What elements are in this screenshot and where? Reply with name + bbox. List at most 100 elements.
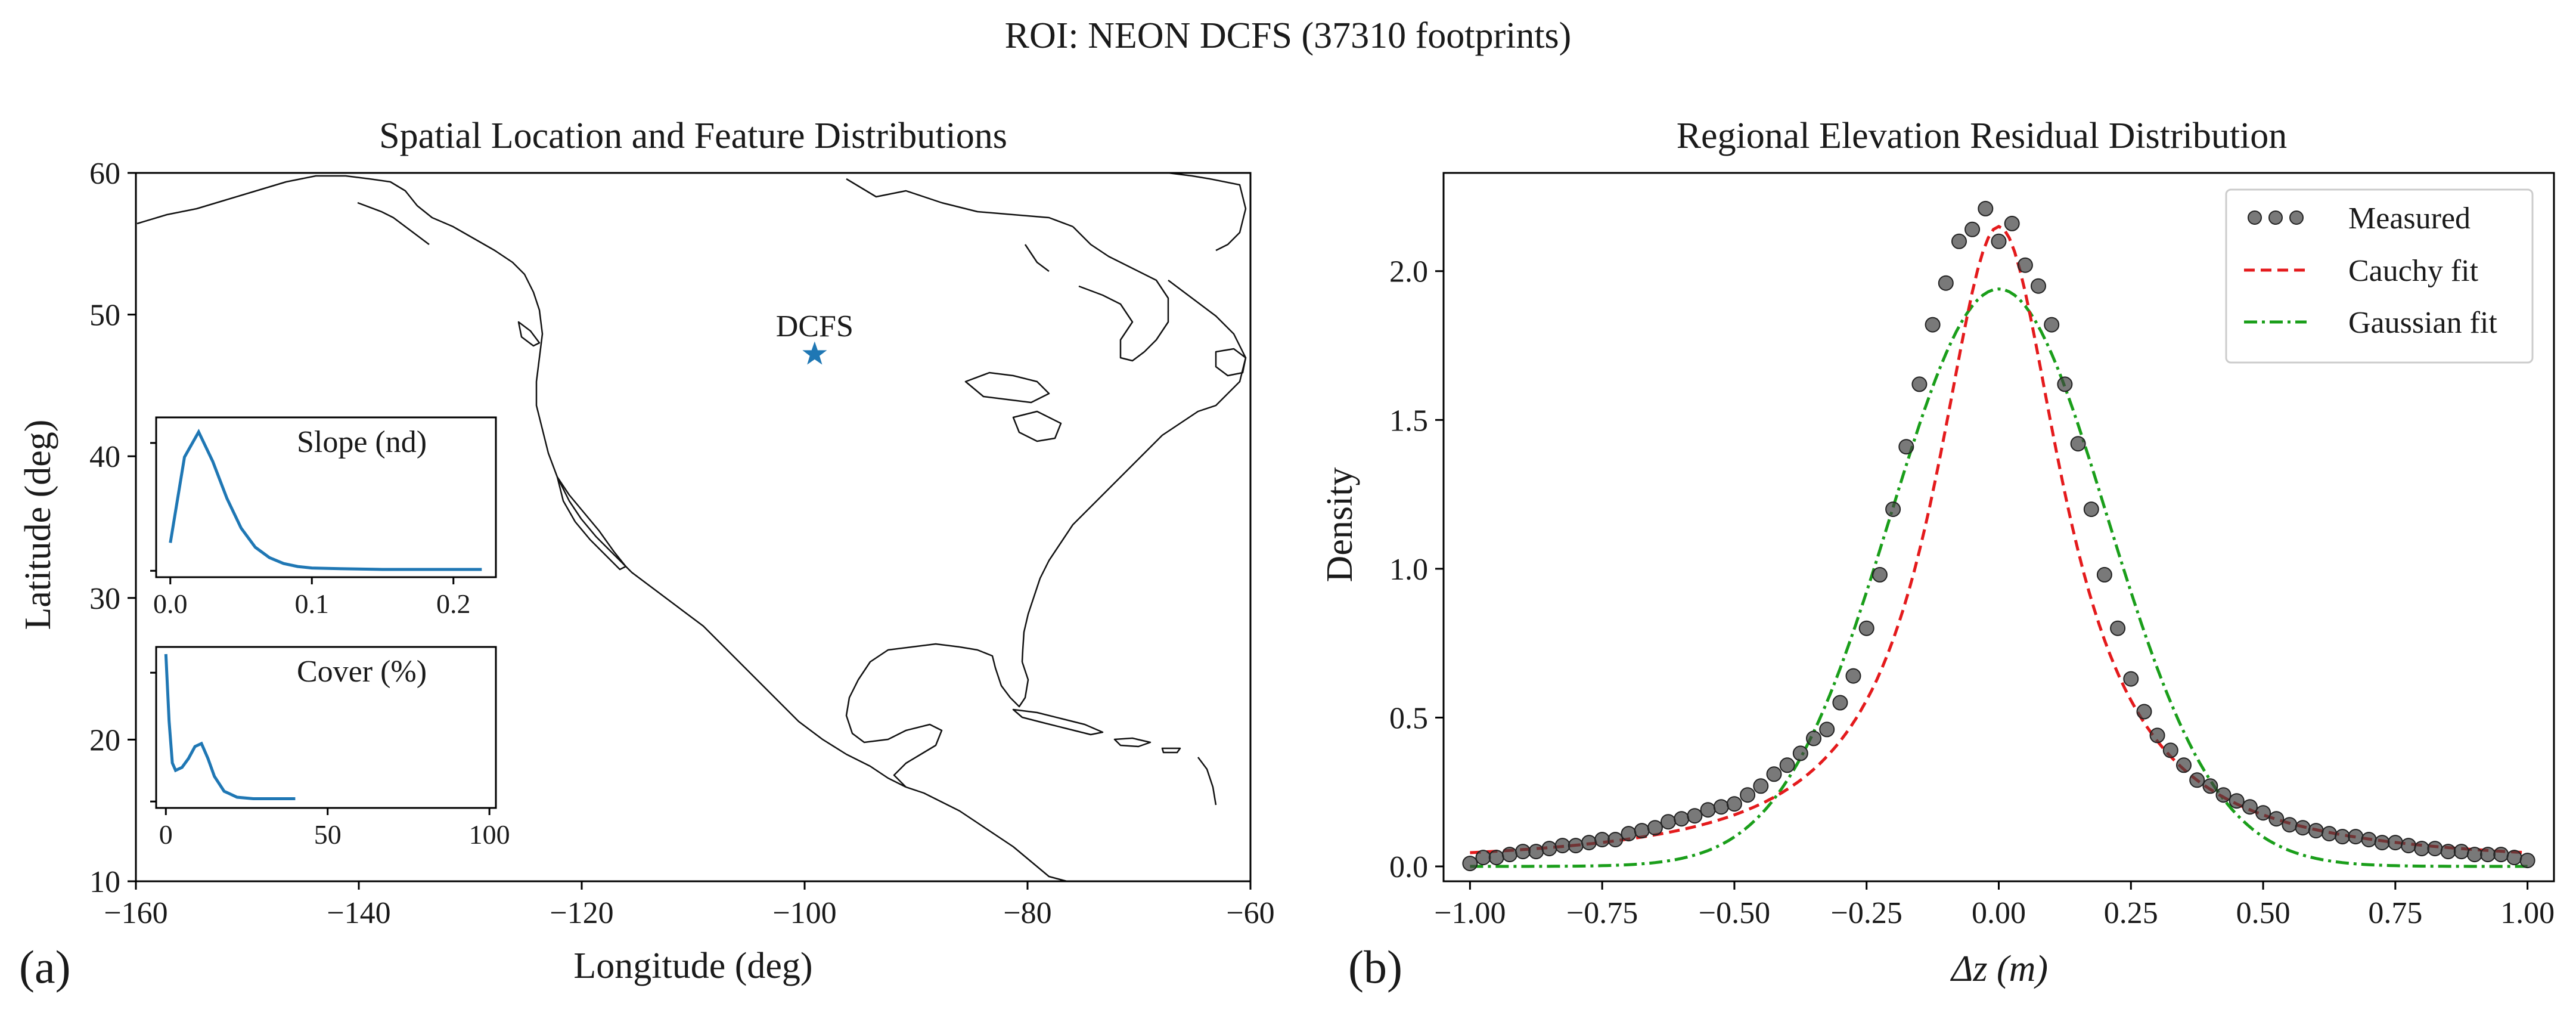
inset-cover-x-tick-label: 50 [314, 819, 342, 850]
legend-label-cauchy: Cauchy fit [2348, 254, 2479, 288]
legend-box [2225, 188, 2534, 364]
measured-point [1925, 317, 1941, 333]
measured-point [2070, 436, 2086, 452]
measured-point [2242, 799, 2258, 815]
measured-point [1647, 820, 1663, 836]
inset-cover-frame [155, 646, 497, 809]
panel-a-map: Spatial Location and Feature Distributio… [18, 116, 1275, 993]
measured-point [1515, 844, 1531, 860]
measured-point [1898, 439, 1914, 455]
measured-point [2004, 215, 2020, 231]
measured-point [2110, 620, 2126, 636]
site-star-marker [802, 341, 827, 365]
measured-point [1462, 856, 1478, 872]
inset-cover-title: Cover (%) [297, 655, 427, 689]
measured-point [1621, 826, 1637, 842]
measured-point [2440, 844, 2456, 860]
map-frame [135, 172, 1252, 882]
measured-point [2149, 727, 2165, 744]
measured-point [1766, 766, 1782, 782]
inset-slope-x-tick-label: 0.1 [295, 589, 330, 619]
legend-label-measured: Measured [2348, 202, 2471, 236]
measured-point [1713, 799, 1729, 815]
panel-a-label: (a) [19, 941, 71, 993]
measured-point [2162, 742, 2178, 758]
residual-x-tick-label: 0.50 [2236, 896, 2291, 930]
residual-y-axis-label: Density [1320, 467, 1360, 583]
measured-point [2083, 501, 2099, 518]
measured-point [1501, 847, 1517, 863]
measured-point [1607, 832, 1624, 848]
map-y-tick-label: 40 [89, 440, 120, 474]
measured-point [1872, 566, 1888, 583]
residual-y-tick-label: 2.0 [1389, 255, 1428, 289]
measured-point [2466, 847, 2482, 863]
coastline-basemap [136, 172, 1247, 882]
residual-y-tick-label: 0.5 [1389, 701, 1428, 735]
measured-point [1475, 850, 1491, 866]
map-x-tick-label: −80 [1003, 896, 1051, 930]
legend-measured-dot [2248, 210, 2262, 225]
residual-x-axis-label: Δz (m) [1950, 949, 2048, 989]
residual-x-tick-label: 0.75 [2368, 896, 2422, 930]
measured-point [1740, 787, 1756, 803]
inset-cover: 0 50 100 Cover (%) [150, 646, 510, 850]
residual-x-tick-label: −1.00 [1434, 896, 1506, 930]
measured-point [2136, 704, 2152, 720]
measured-point [2414, 841, 2430, 857]
measured-point [2361, 832, 2377, 848]
legend-entry-gaussian: Gaussian fit [2244, 306, 2497, 340]
measured-point [1845, 668, 1861, 684]
map-title: Spatial Location and Feature Distributio… [379, 116, 1007, 156]
measured-point [1978, 200, 1994, 216]
measured-point [2202, 778, 2218, 794]
measured-point [2282, 817, 2298, 833]
measured-point [1991, 233, 2007, 249]
inset-slope-title: Slope (nd) [297, 425, 427, 459]
measured-point [1528, 844, 1544, 860]
measured-point [2387, 835, 2403, 851]
residual-x-tick-label: −0.25 [1831, 896, 1902, 930]
measured-point [2506, 850, 2522, 866]
measured-point [2057, 376, 2073, 392]
map-x-tick-label: −60 [1226, 896, 1274, 930]
measured-point [2308, 823, 2324, 839]
measured-point [2189, 772, 2205, 788]
measured-point [1700, 802, 1716, 818]
measured-point [2321, 826, 2337, 842]
residual-x-tick-label: 1.00 [2500, 896, 2555, 930]
measured-point [1581, 835, 1597, 851]
map-x-tick-label: −100 [772, 896, 836, 930]
measured-point [1568, 838, 1584, 854]
map-y-tick-label: 60 [89, 157, 120, 191]
map-y-tick-label: 50 [89, 299, 120, 333]
measured-point [2096, 566, 2112, 583]
measured-point [1792, 745, 1808, 761]
figure-title: ROI: NEON DCFS (37310 footprints) [1005, 16, 1572, 56]
measured-point [2493, 847, 2509, 863]
measured-point [1753, 778, 1769, 794]
measured-point [1779, 757, 1795, 773]
measured-point [2229, 793, 2245, 809]
legend: Measured Cauchy fit Gaussian fit [2225, 188, 2534, 364]
measured-point [2044, 317, 2060, 333]
inset-slope-curve [169, 428, 482, 571]
measured-point [2268, 811, 2285, 827]
measured-point [2401, 838, 2416, 854]
inset-slope: 0.0 0.1 0.2 Slope (nd) [150, 416, 497, 619]
map-y-tick-label: 30 [89, 582, 120, 616]
residual-x-tick-label: 0.00 [1972, 896, 2026, 930]
measured-point [2017, 257, 2033, 273]
measured-point [1554, 838, 1571, 854]
map-y-tick-label: 20 [89, 723, 120, 757]
residual-y-tick-label: 1.5 [1389, 404, 1428, 438]
panel-b-label: (b) [1348, 941, 1402, 993]
measured-point [2295, 820, 2311, 836]
measured-point [2215, 787, 2232, 803]
measured-point [1488, 850, 1504, 866]
panel-b-residuals: Regional Elevation Residual Distribution… [1320, 116, 2555, 993]
measured-point [2519, 853, 2535, 869]
residual-y-tick-label: 0.0 [1389, 850, 1428, 884]
measured-point [2480, 847, 2496, 863]
